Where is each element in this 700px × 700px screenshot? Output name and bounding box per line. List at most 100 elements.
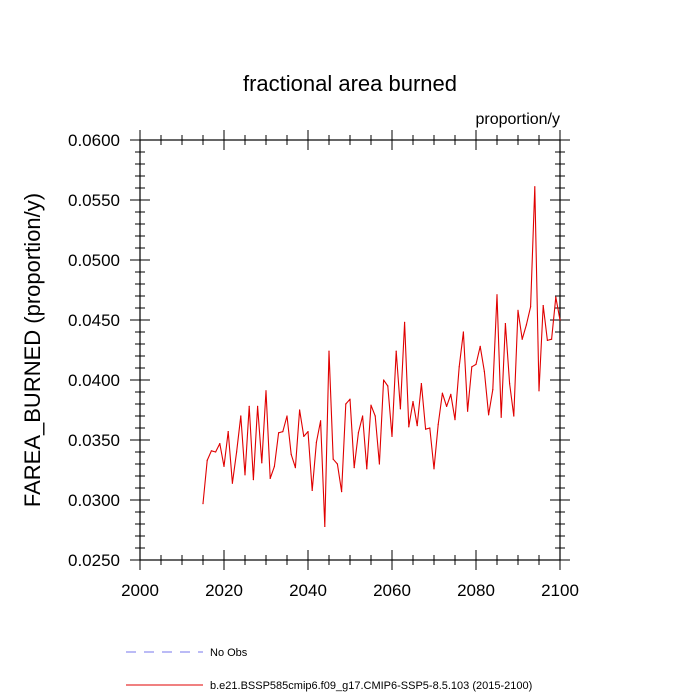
data-point — [370, 404, 372, 406]
data-point — [328, 350, 330, 352]
x-tick-label: 2040 — [289, 581, 327, 600]
data-point — [374, 415, 376, 417]
x-tick-label: 2000 — [121, 581, 159, 600]
data-point — [236, 451, 238, 453]
data-point — [265, 390, 267, 392]
data-point — [307, 431, 309, 433]
units-label: proportion/y — [476, 111, 561, 128]
data-point — [357, 432, 359, 434]
legend-label: b.e21.BSSP585cmip6.f09_g17.CMIP6-SSP5-8.… — [210, 680, 532, 692]
data-point — [479, 345, 481, 347]
data-point — [399, 408, 401, 410]
data-point — [345, 403, 347, 405]
data-point — [269, 477, 271, 479]
data-point — [391, 435, 393, 437]
data-point — [210, 450, 212, 452]
data-point — [294, 467, 296, 469]
data-point — [219, 443, 221, 445]
y-tick-label: 0.0550 — [68, 191, 120, 210]
data-point — [231, 482, 233, 484]
data-point — [311, 489, 313, 491]
data-point — [240, 415, 242, 417]
data-point — [458, 366, 460, 368]
data-point — [257, 405, 259, 407]
data-point — [450, 393, 452, 395]
data-point — [223, 465, 225, 467]
data-point — [446, 405, 448, 407]
y-tick-label: 0.0450 — [68, 311, 120, 330]
y-tick-label: 0.0250 — [68, 551, 120, 570]
data-point — [215, 451, 217, 453]
data-point — [366, 468, 368, 470]
data-point — [324, 525, 326, 528]
data-point — [500, 416, 502, 418]
data-point — [282, 431, 284, 433]
y-tick-label: 0.0400 — [68, 371, 120, 390]
y-tick-label: 0.0350 — [68, 431, 120, 450]
data-point — [441, 392, 443, 394]
y-tick-label: 0.0600 — [68, 131, 120, 150]
x-tick-label: 2080 — [457, 581, 495, 600]
data-point — [299, 409, 301, 411]
data-point — [521, 338, 523, 340]
data-point — [395, 350, 397, 352]
plot-frame — [139, 139, 561, 561]
data-point — [362, 415, 364, 417]
y-tick-label: 0.0300 — [68, 491, 120, 510]
data-point — [202, 503, 204, 505]
series-line — [202, 186, 561, 527]
data-point — [353, 467, 355, 469]
data-point — [341, 491, 343, 493]
data-point — [513, 415, 515, 417]
data-point — [320, 420, 322, 422]
data-point — [492, 389, 494, 391]
data-point — [261, 462, 263, 464]
data-point — [349, 398, 351, 400]
data-point — [471, 366, 473, 368]
data-point — [244, 474, 246, 476]
data-point — [273, 465, 275, 467]
data-point — [383, 379, 385, 381]
data-point — [248, 405, 250, 407]
data-point — [462, 331, 464, 333]
data-point — [454, 419, 456, 421]
data-point — [437, 423, 439, 425]
chart-title: fractional area burned — [243, 71, 457, 96]
data-point — [404, 321, 406, 323]
data-point — [488, 414, 490, 416]
data-point — [538, 390, 540, 392]
data-point — [525, 324, 528, 326]
data-point — [425, 428, 427, 430]
data-point — [429, 427, 431, 429]
data-point — [559, 319, 561, 321]
data-point — [303, 435, 305, 437]
data-point — [408, 426, 410, 428]
x-tick-label: 2020 — [205, 581, 243, 600]
data-point — [387, 385, 389, 387]
x-tick-label: 2060 — [373, 581, 411, 600]
data-point — [416, 425, 418, 427]
y-tick-label: 0.0500 — [68, 251, 120, 270]
data-point — [378, 463, 380, 465]
data-point — [509, 383, 511, 385]
data-point — [551, 338, 553, 340]
data-point — [504, 323, 506, 325]
data-point — [530, 306, 532, 308]
data-point — [332, 458, 334, 460]
data-point — [483, 371, 485, 373]
data-point — [555, 296, 557, 298]
data-point — [517, 309, 519, 311]
data-point — [475, 363, 477, 365]
x-tick-label: 2100 — [541, 581, 579, 600]
data-point — [546, 339, 549, 341]
data-point — [467, 410, 469, 412]
data-point — [227, 431, 229, 433]
y-axis-label: FAREA_BURNED (proportion/y) — [20, 193, 45, 507]
data-point — [278, 432, 280, 434]
data-point — [420, 383, 422, 385]
data-point — [412, 401, 414, 403]
data-point — [206, 459, 208, 461]
legend-label: No Obs — [210, 647, 248, 659]
data-point — [290, 453, 292, 455]
data-point — [252, 479, 254, 481]
